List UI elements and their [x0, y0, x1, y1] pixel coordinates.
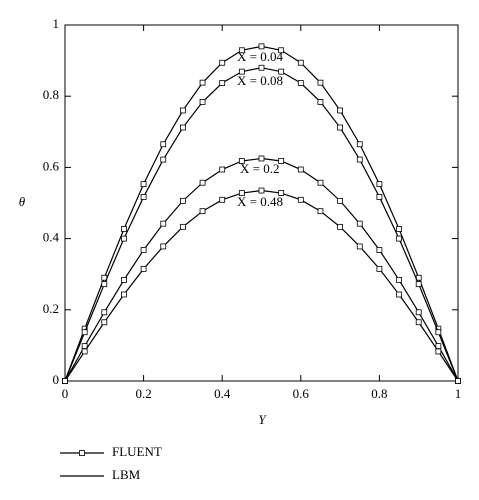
x-axis-label: Y — [258, 412, 267, 427]
y-tick-label: 0 — [53, 372, 60, 387]
y-tick-label: 0.8 — [43, 87, 59, 102]
fluent-marker — [376, 265, 383, 272]
fluent-marker — [121, 235, 127, 242]
fluent-marker — [278, 47, 285, 54]
lbm-line — [64, 45, 459, 382]
fluent-marker — [219, 196, 226, 203]
fluent-marker — [140, 194, 147, 200]
y-tick-label: 1 — [53, 16, 60, 31]
fluent-marker — [337, 107, 344, 114]
fluent-marker — [81, 329, 88, 336]
fluent-marker — [179, 197, 186, 204]
fluent-marker — [219, 166, 226, 173]
lbm-line — [64, 67, 459, 382]
fluent-marker — [337, 197, 344, 204]
fluent-marker — [199, 98, 206, 105]
fluent-marker — [356, 243, 363, 250]
fluent-marker — [199, 79, 206, 86]
fluent-marker — [396, 276, 402, 283]
y-tick-label: 0.2 — [43, 301, 59, 316]
fluent-marker — [317, 179, 324, 186]
fluent-marker — [179, 107, 186, 114]
x-tick-label: 1 — [455, 386, 462, 401]
fluent-marker — [415, 309, 422, 316]
fluent-marker — [160, 141, 167, 148]
fluent-marker — [101, 281, 108, 288]
fluent-marker — [238, 158, 245, 164]
fluent-marker — [317, 98, 324, 105]
x-tick-label: 0.2 — [135, 386, 151, 401]
fluent-marker — [121, 276, 127, 283]
fluent-marker — [435, 329, 442, 336]
fluent-marker — [219, 80, 226, 86]
legend-label: LBM — [112, 467, 141, 482]
x-tick-label: 0.4 — [214, 386, 231, 401]
fluent-marker — [238, 68, 245, 75]
curve-annotation: X = 0.2 — [240, 161, 279, 176]
fluent-marker — [101, 309, 108, 316]
fluent-marker — [238, 190, 245, 196]
curve-annotation: X = 0.48 — [237, 194, 283, 209]
x-tick-label: 0.6 — [293, 386, 310, 401]
fluent-marker — [258, 155, 265, 162]
fluent-marker — [140, 247, 147, 253]
fluent-marker — [278, 158, 285, 164]
y-tick-label: 0.4 — [43, 230, 60, 245]
fluent-marker — [258, 187, 265, 194]
y-axis-label: θ — [19, 194, 26, 209]
fluent-marker — [238, 47, 245, 54]
fluent-marker — [356, 156, 363, 163]
fluent-marker — [160, 156, 167, 163]
fluent-marker — [121, 291, 127, 298]
curve-annotation: X = 0.08 — [237, 73, 283, 88]
fluent-marker — [337, 124, 344, 131]
fluent-marker — [376, 247, 383, 253]
fluent-marker — [140, 181, 147, 188]
plot-frame — [64, 24, 459, 382]
legend-label: FLUENT — [112, 444, 162, 459]
fluent-marker — [317, 79, 324, 86]
fluent-marker — [278, 68, 285, 75]
y-tick-label: 0.6 — [43, 158, 60, 173]
fluent-marker — [297, 196, 304, 203]
curve-annotation: X = 0.04 — [237, 49, 283, 64]
fluent-marker — [62, 378, 68, 384]
x-tick-label: 0 — [62, 386, 69, 401]
fluent-marker — [435, 348, 442, 355]
fluent-marker — [356, 220, 363, 227]
fluent-marker — [160, 243, 167, 250]
fluent-marker — [81, 348, 88, 355]
fluent-marker — [258, 64, 265, 71]
fluent-marker — [179, 124, 186, 131]
fluent-marker — [199, 179, 206, 186]
fluent-marker — [337, 223, 344, 230]
fluent-marker — [160, 220, 167, 227]
fluent-marker — [396, 291, 402, 298]
legend-marker — [79, 450, 85, 456]
fluent-marker — [415, 319, 422, 326]
fluent-marker — [396, 235, 402, 242]
fluent-marker — [376, 181, 383, 188]
fluent-marker — [121, 226, 127, 232]
fluent-marker — [297, 166, 304, 173]
fluent-marker — [356, 141, 363, 148]
fluent-marker — [179, 223, 186, 230]
fluent-marker — [455, 378, 461, 384]
fluent-marker — [317, 208, 324, 215]
fluent-marker — [219, 59, 226, 66]
fluent-marker — [140, 265, 147, 272]
fluent-marker — [101, 319, 108, 326]
fluent-marker — [278, 190, 285, 196]
fluent-marker — [396, 226, 402, 232]
fluent-marker — [415, 281, 422, 288]
lbm-line — [64, 189, 459, 382]
fluent-marker — [297, 59, 304, 66]
fluent-marker — [376, 194, 383, 200]
fluent-marker — [297, 80, 304, 86]
fluent-marker — [258, 43, 265, 50]
x-tick-label: 0.8 — [371, 386, 387, 401]
fluent-marker — [199, 208, 206, 215]
